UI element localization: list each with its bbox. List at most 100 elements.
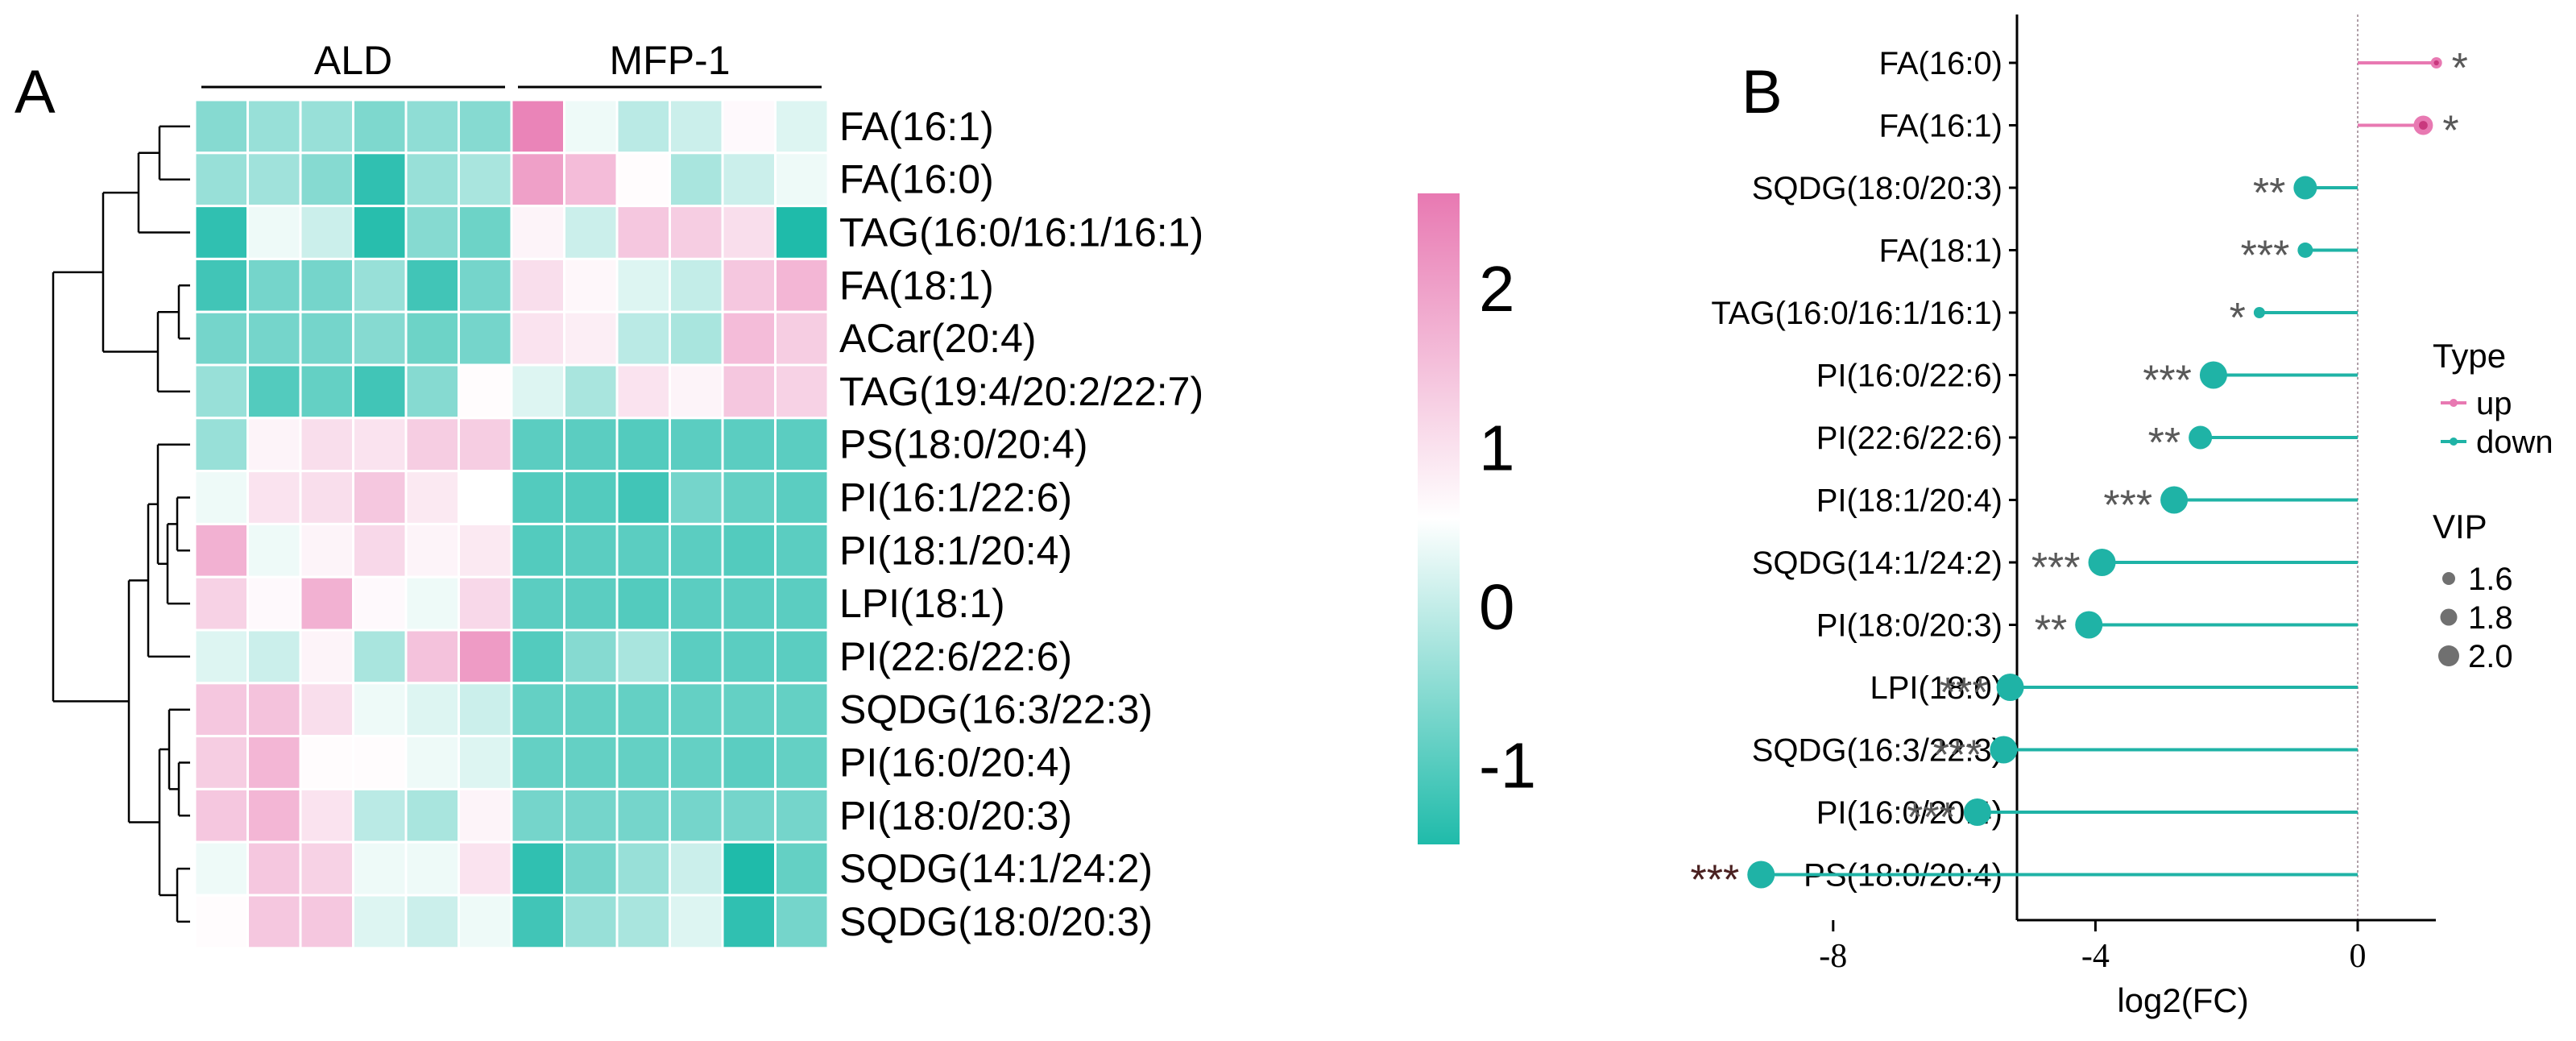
heatmap-cell (352, 522, 408, 579)
heatmap-cell (669, 151, 724, 208)
legend-type-swatch-dot (2450, 438, 2458, 446)
heatmap-cell (193, 151, 249, 208)
heatmap-cell (721, 894, 777, 950)
heatmap-cell (669, 787, 724, 844)
heatmap-cell (299, 205, 354, 260)
lollipop-point (1996, 674, 2024, 701)
heatmap-row-label: FA(18:1) (839, 263, 994, 308)
heatmap-cell (669, 735, 724, 790)
heatmap-cell (510, 735, 565, 790)
legend-vip-dot (2442, 572, 2455, 585)
heatmap-cell (193, 310, 249, 367)
colorbar-tick-labels: 2 1 0 -1 (1479, 253, 1536, 801)
heatmap-cell (193, 682, 249, 738)
heatmap-cell (615, 575, 671, 632)
heatmap-cell (193, 470, 249, 525)
lollipop-point (2088, 549, 2116, 576)
heatmap-cell (510, 363, 565, 420)
colorbar-tick-label: 2 (1479, 253, 1515, 325)
heatmap-cell (669, 628, 724, 685)
heatmap-cell (458, 98, 513, 155)
heatmap-cell (615, 98, 671, 155)
significance-stars: *** (1907, 794, 1956, 841)
heatmap-cell (352, 205, 408, 260)
panel-label-a: A (14, 58, 56, 126)
lollipop-point (1963, 798, 1991, 826)
heatmap-row-label: TAG(19:4/20:2/22:7) (839, 369, 1203, 414)
heatmap-cell (352, 787, 408, 844)
heatmap-cell (563, 470, 619, 525)
heatmap-cell (563, 363, 619, 420)
heatmap-cell (774, 735, 830, 790)
heatmap-cell (352, 257, 408, 313)
heatmap-cell (774, 894, 830, 950)
heatmap-cell (352, 417, 408, 473)
y-tick-label: PI(22:6/22:6) (1816, 421, 2002, 456)
heatmap-cell (458, 894, 513, 950)
heatmap-cell (246, 522, 302, 579)
heatmap-cell (299, 787, 354, 844)
dendrogram-branch (176, 496, 190, 552)
heatmap-cell (721, 205, 777, 260)
heatmap-cell (246, 417, 302, 473)
heatmap-row-label: PI(22:6/22:6) (839, 634, 1072, 679)
heatmap-cell (563, 151, 619, 208)
heatmap-cell (721, 735, 777, 790)
heatmap-cell (193, 363, 249, 420)
heatmap-cell (352, 735, 408, 790)
heatmap-cell (669, 840, 724, 897)
heatmap-cell (458, 735, 513, 790)
heatmap-cell (563, 575, 619, 632)
heatmap-cell (774, 310, 830, 367)
colorbar-tick-label: -1 (1479, 729, 1536, 801)
heatmap-cell (458, 628, 513, 685)
y-tick-label: SQDG(16:3/22:3) (1752, 733, 2002, 769)
colorbar-tick-label: 0 (1479, 570, 1515, 642)
heatmap-cell (615, 840, 671, 897)
heatmap-cell (299, 575, 354, 632)
heatmap-cell (563, 894, 619, 950)
dendrogram-branch (166, 523, 190, 605)
heatmap-cell (458, 205, 513, 260)
heatmap-cell (669, 470, 724, 525)
heatmap-cell (193, 98, 249, 155)
heatmap-row-label: LPI(18:1) (839, 581, 1005, 626)
heatmap-cell (299, 257, 354, 313)
heatmap-cell (352, 628, 408, 685)
legend-type-label: up (2476, 386, 2512, 421)
heatmap-cell (669, 417, 724, 473)
heatmap-cell (563, 735, 619, 790)
heatmap-cell (299, 894, 354, 950)
heatmap-cell (404, 205, 460, 260)
lollipop-point (1747, 861, 1775, 889)
panel-b: B -8 -4 0 log2(FC) FA(16:0) * FA(16:1) * SQDG(1… (1691, 15, 2553, 1019)
legend-type-swatch-dot (2450, 399, 2458, 407)
heatmap-cell (721, 522, 777, 579)
heatmap-cell (615, 205, 671, 260)
heatmap-cell (299, 151, 354, 208)
heatmap-cell (510, 417, 565, 473)
heatmap-cell (352, 151, 408, 208)
heatmap-row-labels: FA(16:1) FA(16:0) TAG(16:0/16:1/16:1) FA(18… (839, 104, 1203, 944)
legend-vip-label: 2.0 (2468, 639, 2513, 674)
heatmap-cell (510, 628, 565, 685)
y-tick-label: PI(16:0/22:6) (1816, 359, 2002, 394)
heatmap-cell (721, 417, 777, 473)
lollipop-axes: -8 -4 0 log2(FC) (1819, 15, 2436, 1019)
heatmap-cell (193, 205, 249, 260)
x-tick-label: -8 (1819, 938, 1847, 975)
heatmap-cell (721, 470, 777, 525)
heatmap-cells (193, 98, 830, 950)
heatmap-cell (510, 840, 565, 897)
lollipop-point (2199, 361, 2227, 389)
lollipop-point (2189, 425, 2213, 450)
x-tick-label: -4 (2081, 938, 2110, 975)
heatmap-cell (669, 363, 724, 420)
x-axis-label: log2(FC) (2117, 981, 2248, 1019)
heatmap-cell (510, 682, 565, 738)
heatmap-cell (246, 205, 302, 260)
heatmap-cell (299, 98, 354, 155)
y-tick-label: FA(16:1) (1879, 109, 2002, 144)
heatmap-cell (615, 628, 671, 685)
heatmap-cell (458, 682, 513, 738)
